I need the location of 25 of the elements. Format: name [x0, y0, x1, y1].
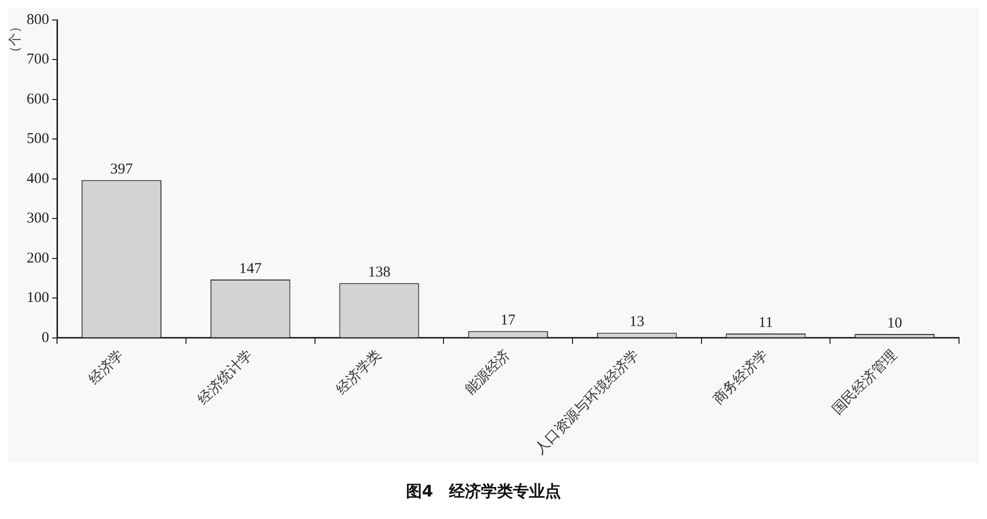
- y-tick-label: 200: [26, 250, 50, 266]
- x-tick-label: 国民经济管理: [829, 346, 900, 418]
- y-tick-label: 600: [26, 91, 50, 108]
- y-axis-title: （个）: [8, 20, 24, 59]
- x-tick-label: 经济学: [86, 346, 127, 388]
- y-tick-label: 100: [26, 290, 50, 306]
- data-label: 138: [368, 264, 390, 281]
- y-tick-label: 400: [26, 170, 50, 187]
- x-tick-label: 经济学类: [334, 346, 385, 398]
- data-label: 13: [629, 314, 644, 330]
- data-label: 17: [500, 312, 516, 329]
- text: 图4 经济学类专业点: [406, 482, 562, 501]
- x-tick-label: 能源经济: [462, 346, 514, 398]
- y-tick-label: 500: [26, 131, 50, 148]
- data-label: 11: [758, 314, 773, 331]
- x-tick-label: 商务经济学: [710, 346, 772, 408]
- y-tick-label: 0: [42, 330, 50, 346]
- y-tick-label: 700: [26, 52, 50, 68]
- y-tick-label: 800: [26, 12, 50, 28]
- data-label: 397: [110, 162, 134, 178]
- data-label: 10: [887, 315, 902, 332]
- x-tick-label: 经济统计学: [194, 346, 256, 408]
- x-tick-label: 人口资源与环境经济学: [532, 346, 642, 458]
- y-tick-label: 300: [26, 210, 50, 227]
- data-label: 147: [239, 260, 262, 277]
